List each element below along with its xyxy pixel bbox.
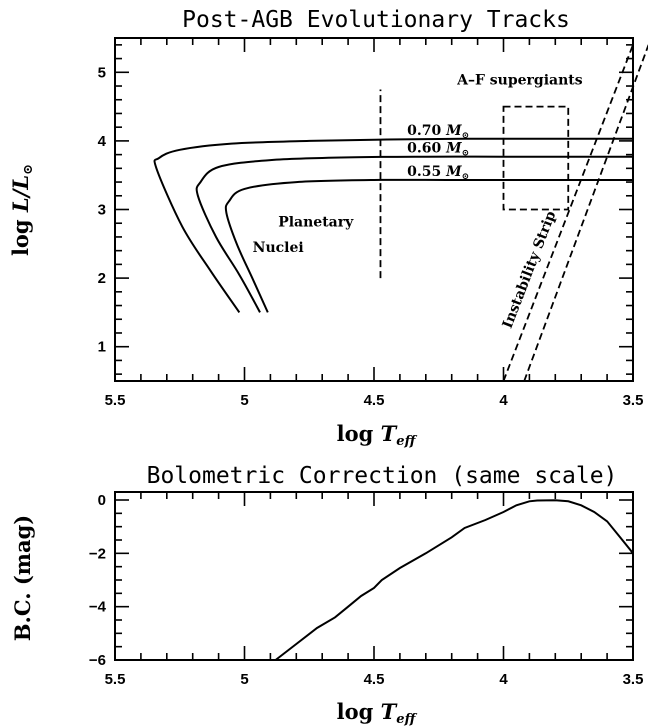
hr-y-tick-label: 2 — [98, 270, 106, 287]
hr-track-mass-value: 0.70 — [407, 123, 446, 139]
hr-track-mass-sun: ⊙ — [462, 131, 470, 141]
supergiant-box — [502, 105, 570, 211]
hr-diagram-panel: Post-AGB Evolutionary Tracks 5.5 5 4.5 4 3.5… — [8, 7, 648, 449]
hr-track-line — [153, 137, 633, 313]
bc-y-tick-labels: 0 −2 −4 −6 — [89, 492, 107, 669]
bc-x-tick-label: 4 — [499, 671, 508, 688]
bc-x-tick-label: 4.5 — [364, 671, 385, 688]
hr-x-axis-label: log Teff — [337, 421, 418, 449]
hr-track-mass-unit: M — [445, 164, 462, 180]
bc-y-tick-label: 0 — [98, 492, 106, 509]
hr-y-tick-label: 1 — [98, 339, 106, 356]
instability-strip-edge — [523, 44, 648, 382]
bc-panel: Bolometric Correction (same scale) 5.5 5 4… — [10, 463, 643, 727]
hr-x-tick-label: 5.5 — [105, 392, 126, 409]
hr-x-tick-label: 4 — [499, 392, 508, 409]
bc-x-axis-label: log Teff — [337, 699, 418, 727]
bc-curve-group — [274, 499, 634, 661]
hr-track-mass-value: 0.60 — [407, 141, 446, 157]
hr-track-mass-sun: ⊙ — [462, 149, 470, 159]
hr-annotation: Planetary — [278, 215, 354, 231]
bc-y-axis-label: B.C. (mag) — [10, 515, 35, 641]
hr-track-label: 0.60 M⊙ — [407, 141, 469, 159]
bc-ticks — [114, 492, 634, 661]
hr-y-axis-label: log L/L⊙ — [8, 164, 36, 256]
hr-track-line — [195, 155, 633, 313]
hr-tracks: 0.70 M⊙0.60 M⊙0.55 M⊙ — [153, 123, 633, 313]
bc-y-tick-label: −6 — [89, 652, 106, 669]
hr-track-line — [224, 178, 633, 313]
instability-strip-label: Instability Strip — [500, 209, 560, 331]
hr-overlays: A–F supergiants Instability Strip Planetar… — [253, 44, 648, 382]
hr-track-mass-value: 0.55 — [407, 164, 446, 180]
bc-title: Bolometric Correction (same scale) — [147, 463, 618, 489]
hr-y-tick-label: 5 — [98, 64, 106, 81]
bc-x-tick-label: 5.5 — [105, 671, 126, 688]
hr-y-tick-label: 4 — [98, 133, 107, 150]
hr-track-mass-sun: ⊙ — [462, 172, 470, 182]
bc-curve — [274, 499, 634, 661]
hr-annotation: Nuclei — [253, 240, 304, 256]
hr-track-label: 0.70 M⊙ — [407, 123, 469, 141]
hr-track-label: 0.55 M⊙ — [407, 164, 469, 182]
bc-x-tick-label: 5 — [240, 671, 248, 688]
hr-y-tick-labels: 1 2 3 4 5 — [98, 64, 107, 355]
supergiant-label: A–F supergiants — [456, 73, 583, 89]
hr-track-mass-unit: M — [445, 123, 462, 139]
bc-x-tick-label: 3.5 — [623, 671, 644, 688]
instability-strip-edge — [502, 44, 634, 382]
bc-x-tick-labels: 5.5 5 4.5 4 3.5 — [105, 671, 644, 688]
bc-plot-frame — [114, 491, 634, 661]
hr-x-tick-label: 3.5 — [623, 392, 644, 409]
hr-title: Post-AGB Evolutionary Tracks — [182, 7, 570, 33]
bc-y-tick-label: −2 — [89, 545, 106, 562]
bc-y-tick-label: −4 — [89, 599, 107, 616]
hr-x-tick-label: 5 — [240, 392, 248, 409]
hr-y-tick-label: 3 — [98, 202, 106, 219]
hr-x-tick-label: 4.5 — [364, 392, 385, 409]
hr-ticks — [114, 38, 634, 381]
hr-x-tick-labels: 5.5 5 4.5 4 3.5 — [105, 392, 644, 409]
hr-track-mass-unit: M — [445, 141, 462, 157]
